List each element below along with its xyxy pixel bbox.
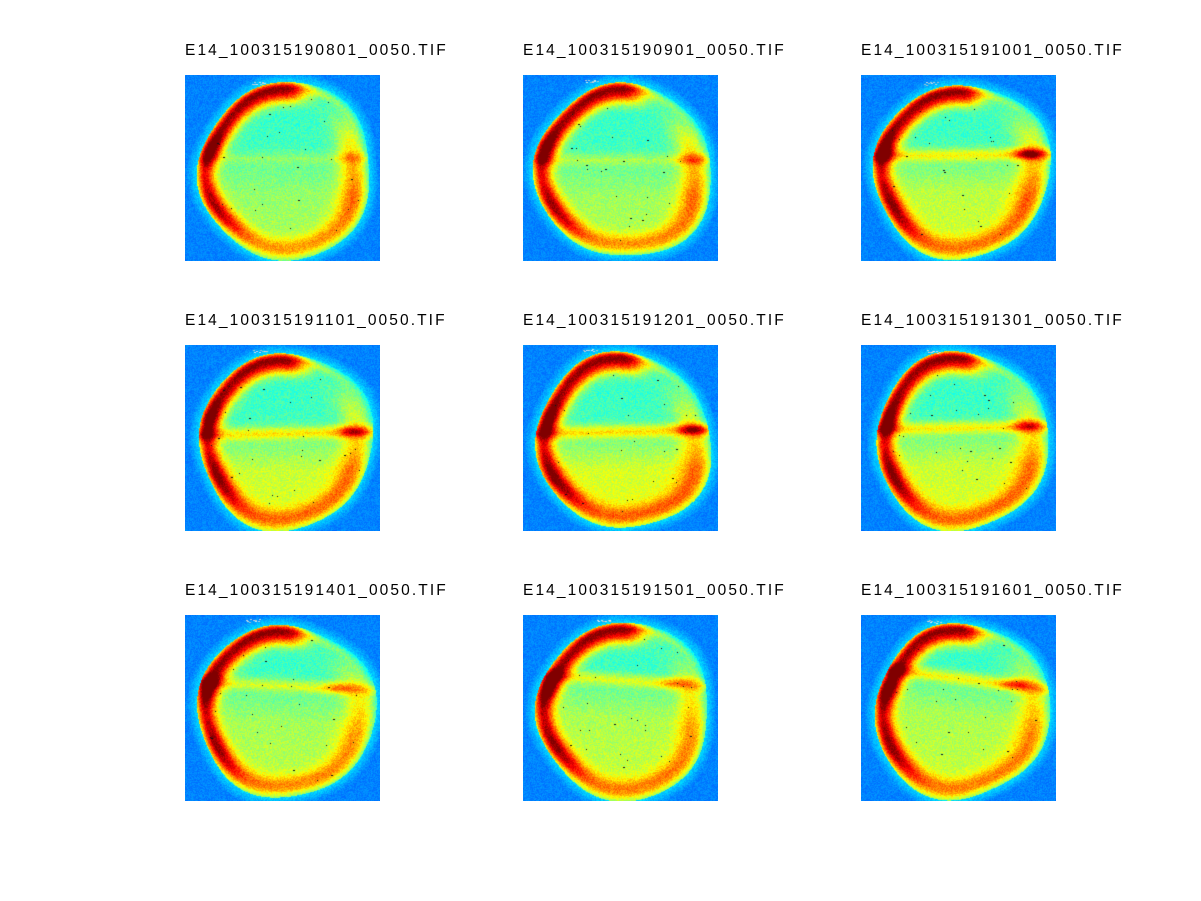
panel-title: E14_100315191201_0050.TIF	[523, 312, 786, 329]
dish-heatmap-image	[861, 345, 1056, 531]
subplot-panel: E14_100315191301_0050.TIF	[861, 312, 1124, 531]
dish-heatmap-image	[861, 75, 1056, 261]
panel-title: E14_100315191501_0050.TIF	[523, 582, 786, 599]
subplot-panel: E14_100315191601_0050.TIF	[861, 582, 1124, 801]
panel-title: E14_100315190901_0050.TIF	[523, 42, 786, 59]
subplot-panel: E14_100315190901_0050.TIF	[523, 42, 786, 261]
dish-heatmap-image	[185, 345, 380, 531]
dish-heatmap-image	[523, 75, 718, 261]
subplot-panel: E14_100315190801_0050.TIF	[185, 42, 448, 261]
panel-title: E14_100315191101_0050.TIF	[185, 312, 447, 329]
subplot-panel: E14_100315191401_0050.TIF	[185, 582, 448, 801]
panel-title: E14_100315191401_0050.TIF	[185, 582, 448, 599]
panel-title: E14_100315191601_0050.TIF	[861, 582, 1124, 599]
dish-heatmap-image	[185, 75, 380, 261]
subplot-panel: E14_100315191101_0050.TIF	[185, 312, 445, 531]
subplot-panel: E14_100315191001_0050.TIF	[861, 42, 1124, 261]
subplot-panel: E14_100315191201_0050.TIF	[523, 312, 786, 531]
dish-heatmap-image	[523, 615, 718, 801]
panel-title: E14_100315191301_0050.TIF	[861, 312, 1124, 329]
panel-title: E14_100315190801_0050.TIF	[185, 42, 448, 59]
dish-heatmap-image	[523, 345, 718, 531]
panel-title: E14_100315191001_0050.TIF	[861, 42, 1124, 59]
dish-heatmap-image	[861, 615, 1056, 801]
subplot-panel: E14_100315191501_0050.TIF	[523, 582, 786, 801]
dish-heatmap-image	[185, 615, 380, 801]
